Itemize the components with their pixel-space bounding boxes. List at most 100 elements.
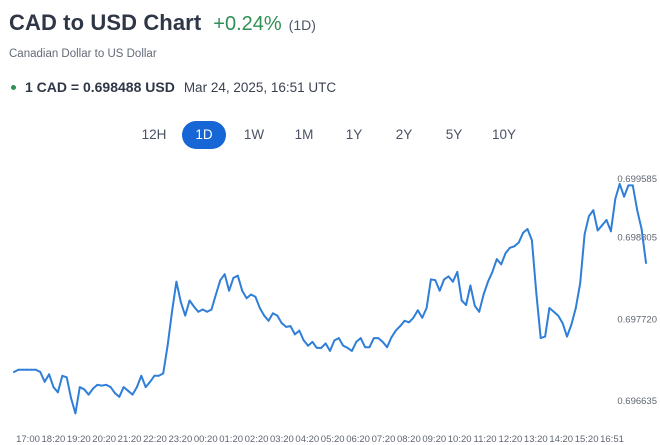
tab-1w[interactable]: 1W xyxy=(229,121,279,149)
series-point xyxy=(425,307,428,309)
series-point xyxy=(171,310,173,313)
x-tick-label: 02:20 xyxy=(245,434,269,445)
x-tick-label: 01:20 xyxy=(219,434,243,445)
x-tick-label: 23:20 xyxy=(168,434,192,445)
x-tick-label: 16:51 xyxy=(600,434,624,445)
chart-area: 0.699585 0.698805 0.697720 0.696635 17:00 18:… xyxy=(0,160,660,445)
series-point xyxy=(140,374,143,377)
page-title: CAD to USD Chart xyxy=(9,10,202,35)
series-point xyxy=(526,228,529,230)
series-point xyxy=(96,383,99,386)
series-point xyxy=(26,368,29,371)
series-point xyxy=(280,322,283,324)
series-point xyxy=(522,231,524,234)
series-point xyxy=(294,333,296,336)
series-point xyxy=(184,314,187,317)
series-point xyxy=(645,262,647,264)
series-point xyxy=(193,305,195,308)
y-tick-label: 0.699585 xyxy=(617,174,657,185)
series-point xyxy=(153,374,156,377)
series-point xyxy=(166,344,169,347)
series-point xyxy=(197,310,200,313)
series-point xyxy=(443,278,445,281)
title-row: CAD to USD Chart +0.24% (1D) xyxy=(9,10,650,36)
series-point xyxy=(329,350,331,352)
series-point xyxy=(122,386,125,388)
series-point xyxy=(298,329,301,332)
series-point xyxy=(236,274,239,277)
period-badge: (1D) xyxy=(288,17,316,33)
series-point xyxy=(320,347,323,349)
series-point xyxy=(421,316,424,319)
series-point xyxy=(478,310,481,313)
series-point xyxy=(21,368,24,371)
series-point xyxy=(627,184,630,187)
series-point xyxy=(52,386,55,388)
series-point xyxy=(201,308,204,311)
y-tick-label: 0.696635 xyxy=(617,396,657,407)
series-point xyxy=(566,335,568,338)
tab-1y[interactable]: 1Y xyxy=(329,121,379,149)
series-point xyxy=(263,314,266,317)
series-point xyxy=(373,337,375,339)
series-point xyxy=(276,314,279,317)
series-point xyxy=(127,389,129,392)
series-point xyxy=(346,347,349,349)
series-point xyxy=(618,183,621,185)
tab-10y[interactable]: 10Y xyxy=(479,121,529,149)
tab-5y[interactable]: 5Y xyxy=(429,121,479,149)
x-tick-label: 10:20 xyxy=(448,434,472,445)
series-point xyxy=(570,323,573,326)
tab-2y[interactable]: 2Y xyxy=(379,121,429,149)
x-tick-label: 21:20 xyxy=(118,434,142,445)
series-point xyxy=(337,337,340,339)
series-point xyxy=(39,371,42,373)
series-point xyxy=(412,316,415,319)
series-point xyxy=(588,215,590,218)
x-tick-label: 14:20 xyxy=(549,434,573,445)
series-point xyxy=(469,284,472,287)
series-point xyxy=(552,310,555,313)
series-point xyxy=(87,393,90,396)
tab-1m[interactable]: 1M xyxy=(279,121,329,149)
series-point xyxy=(504,252,507,254)
series-point xyxy=(517,241,520,244)
x-tick-label: 04:20 xyxy=(295,434,319,445)
series-point xyxy=(267,319,270,322)
series-point xyxy=(30,368,33,371)
series-point xyxy=(118,395,121,398)
series-point xyxy=(601,224,603,227)
series-point xyxy=(539,337,542,339)
series-point xyxy=(631,184,634,187)
series-point xyxy=(13,371,15,373)
series-point xyxy=(241,289,244,292)
series-point xyxy=(574,307,577,309)
series-point xyxy=(48,373,50,376)
series-point xyxy=(105,383,108,386)
series-point xyxy=(610,230,612,233)
series-point xyxy=(364,346,366,349)
x-tick-label: 08:20 xyxy=(397,434,421,445)
series-point xyxy=(430,278,432,281)
tab-12h[interactable]: 12H xyxy=(129,121,179,149)
series-point xyxy=(136,386,138,388)
x-tick-label: 19:20 xyxy=(67,434,91,445)
series-point xyxy=(333,339,336,342)
series-point xyxy=(324,342,327,345)
x-tick-label: 20:20 xyxy=(92,434,116,445)
series-point xyxy=(456,271,459,273)
series-point xyxy=(636,209,639,212)
series-point xyxy=(614,198,617,200)
series-point xyxy=(100,384,103,387)
series-point xyxy=(355,341,358,343)
rate-time: Mar 24, 2025, 16:51 UTC xyxy=(183,79,337,95)
series-point xyxy=(223,273,226,276)
x-tick-label: 18:20 xyxy=(42,434,66,445)
x-tick-label: 11:20 xyxy=(474,434,497,445)
series-point xyxy=(302,339,305,342)
rate-value: 1 CAD = 0.698488 USD xyxy=(25,79,175,95)
series-point xyxy=(377,337,380,339)
tab-1d[interactable]: 1D xyxy=(182,121,226,149)
series-point xyxy=(548,307,551,309)
x-tick-label: 13:20 xyxy=(524,434,548,445)
